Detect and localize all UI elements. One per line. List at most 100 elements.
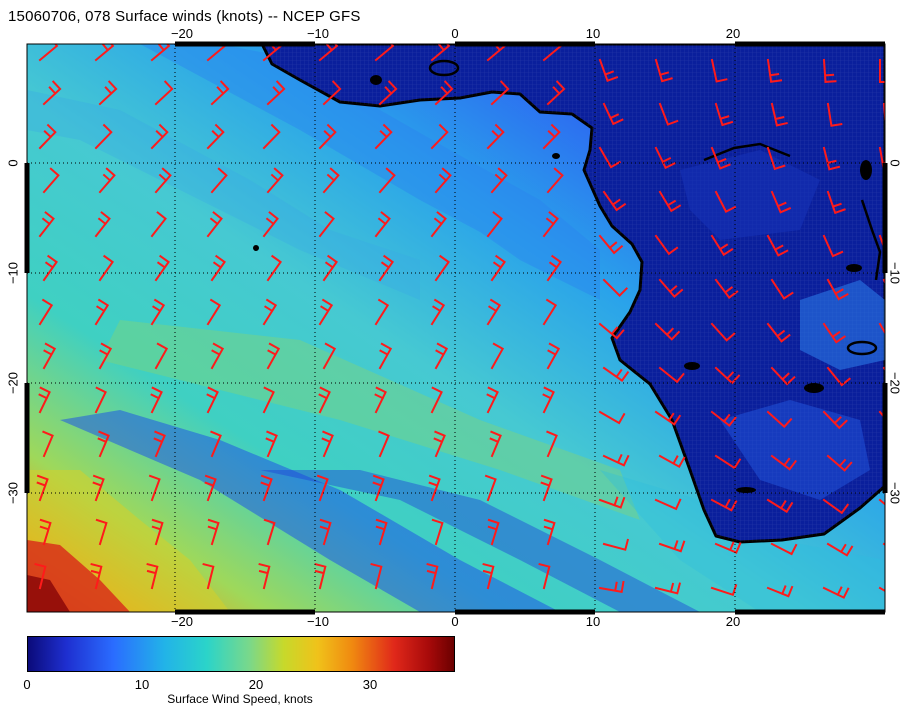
wind-barb	[98, 254, 114, 282]
wind-barb	[658, 190, 682, 213]
wind-barb	[266, 167, 284, 194]
wind-barb	[430, 44, 451, 62]
lon-tick-top: 10	[585, 26, 601, 41]
wind-barb	[766, 234, 789, 257]
wind-barb	[602, 278, 629, 298]
lake	[860, 199, 882, 281]
wind-barb	[378, 430, 390, 458]
wind-barb	[207, 518, 220, 546]
lat-tick-left: 0	[5, 159, 21, 167]
wind-barb	[487, 518, 500, 546]
wind-barb	[770, 454, 798, 471]
wind-barb	[378, 167, 396, 194]
wind-barb	[154, 80, 174, 106]
wind-barb	[98, 167, 116, 194]
wind-barb	[374, 123, 393, 150]
wind-barb	[826, 190, 846, 215]
calm-band	[27, 44, 600, 300]
wind-barb	[150, 44, 171, 62]
map-title: 15060706, 078 Surface winds (knots) -- N…	[8, 8, 361, 25]
wind-barb	[602, 538, 630, 551]
lake	[846, 264, 862, 272]
wind-barb	[654, 322, 681, 341]
wind-barb	[154, 254, 170, 282]
wind-barb	[542, 386, 555, 414]
wind-barb	[542, 211, 559, 238]
wind-barb	[430, 123, 449, 150]
wind-barb	[486, 298, 502, 326]
wind-barb	[826, 542, 854, 557]
wind-barb	[38, 386, 51, 414]
wind-barb	[714, 102, 734, 127]
wind-barb	[710, 410, 737, 427]
colorbar-gradient	[28, 637, 454, 671]
lake	[428, 59, 460, 77]
wind-barb	[766, 498, 794, 514]
wind-barb	[265, 430, 278, 458]
wind-barb	[258, 562, 271, 590]
wind-barb	[489, 430, 502, 458]
wind-barb	[262, 386, 275, 414]
wind-barb	[826, 454, 853, 472]
wind-barb	[316, 474, 329, 502]
wind-barb	[598, 410, 626, 425]
wind-barb	[260, 474, 273, 502]
wind-barb	[598, 322, 625, 340]
wind-barb	[42, 167, 60, 194]
wind-barb	[486, 211, 503, 238]
wind-barb	[210, 167, 228, 194]
wind-barb	[598, 580, 625, 593]
wind-barb	[321, 430, 334, 458]
moderate-band	[100, 320, 640, 520]
wind-barb	[39, 518, 52, 546]
wind-barb	[710, 322, 736, 342]
lake	[860, 160, 872, 180]
lat-tick-right: −20	[887, 371, 903, 395]
wind-barb	[543, 518, 556, 546]
wind-barb	[654, 146, 676, 170]
wind-barb	[374, 44, 395, 62]
wind-barb	[770, 366, 796, 386]
wind-barb	[322, 342, 337, 370]
wind-barb	[204, 474, 217, 502]
wind-barb	[150, 298, 166, 326]
wind-barb	[658, 278, 684, 299]
wind-barb	[38, 211, 55, 238]
lon-tick-top: 20	[725, 26, 741, 41]
wind-barb	[94, 386, 107, 414]
wind-barb	[882, 102, 885, 127]
lat-tick-left: −20	[5, 371, 21, 395]
wind-barb	[434, 167, 452, 194]
wind-barb	[542, 298, 558, 326]
wind-barb	[770, 102, 788, 127]
wind-barb	[766, 58, 783, 83]
wind-barb	[658, 366, 685, 384]
wind-barb	[210, 80, 230, 106]
wind-barb	[486, 123, 505, 150]
wind-barb	[434, 342, 449, 370]
wind-barb	[42, 254, 58, 282]
lon-tick-bottom: 20	[725, 614, 741, 629]
lake	[736, 487, 756, 493]
wind-barb	[95, 518, 108, 546]
colorbar-tick: 0	[23, 677, 31, 692]
wind-barb	[266, 254, 282, 282]
wind-barbs	[34, 44, 885, 599]
wind-barb	[322, 80, 342, 106]
wind-barb	[602, 366, 630, 382]
wind-barb	[710, 234, 734, 257]
wind-barb	[314, 562, 327, 590]
wind-barb	[262, 211, 279, 238]
wind-barb	[372, 474, 385, 502]
wind-barb	[434, 80, 454, 106]
wind-barb	[540, 474, 553, 502]
wind-barb	[318, 44, 339, 62]
wind-barb	[94, 211, 111, 238]
wind-barb	[202, 562, 215, 590]
lat-tick-right: −10	[887, 261, 903, 285]
wind-barb	[710, 146, 731, 170]
wind-barb	[210, 430, 222, 458]
wind-barb	[602, 190, 627, 212]
calm-band	[260, 470, 700, 612]
wind-barb	[482, 562, 495, 590]
